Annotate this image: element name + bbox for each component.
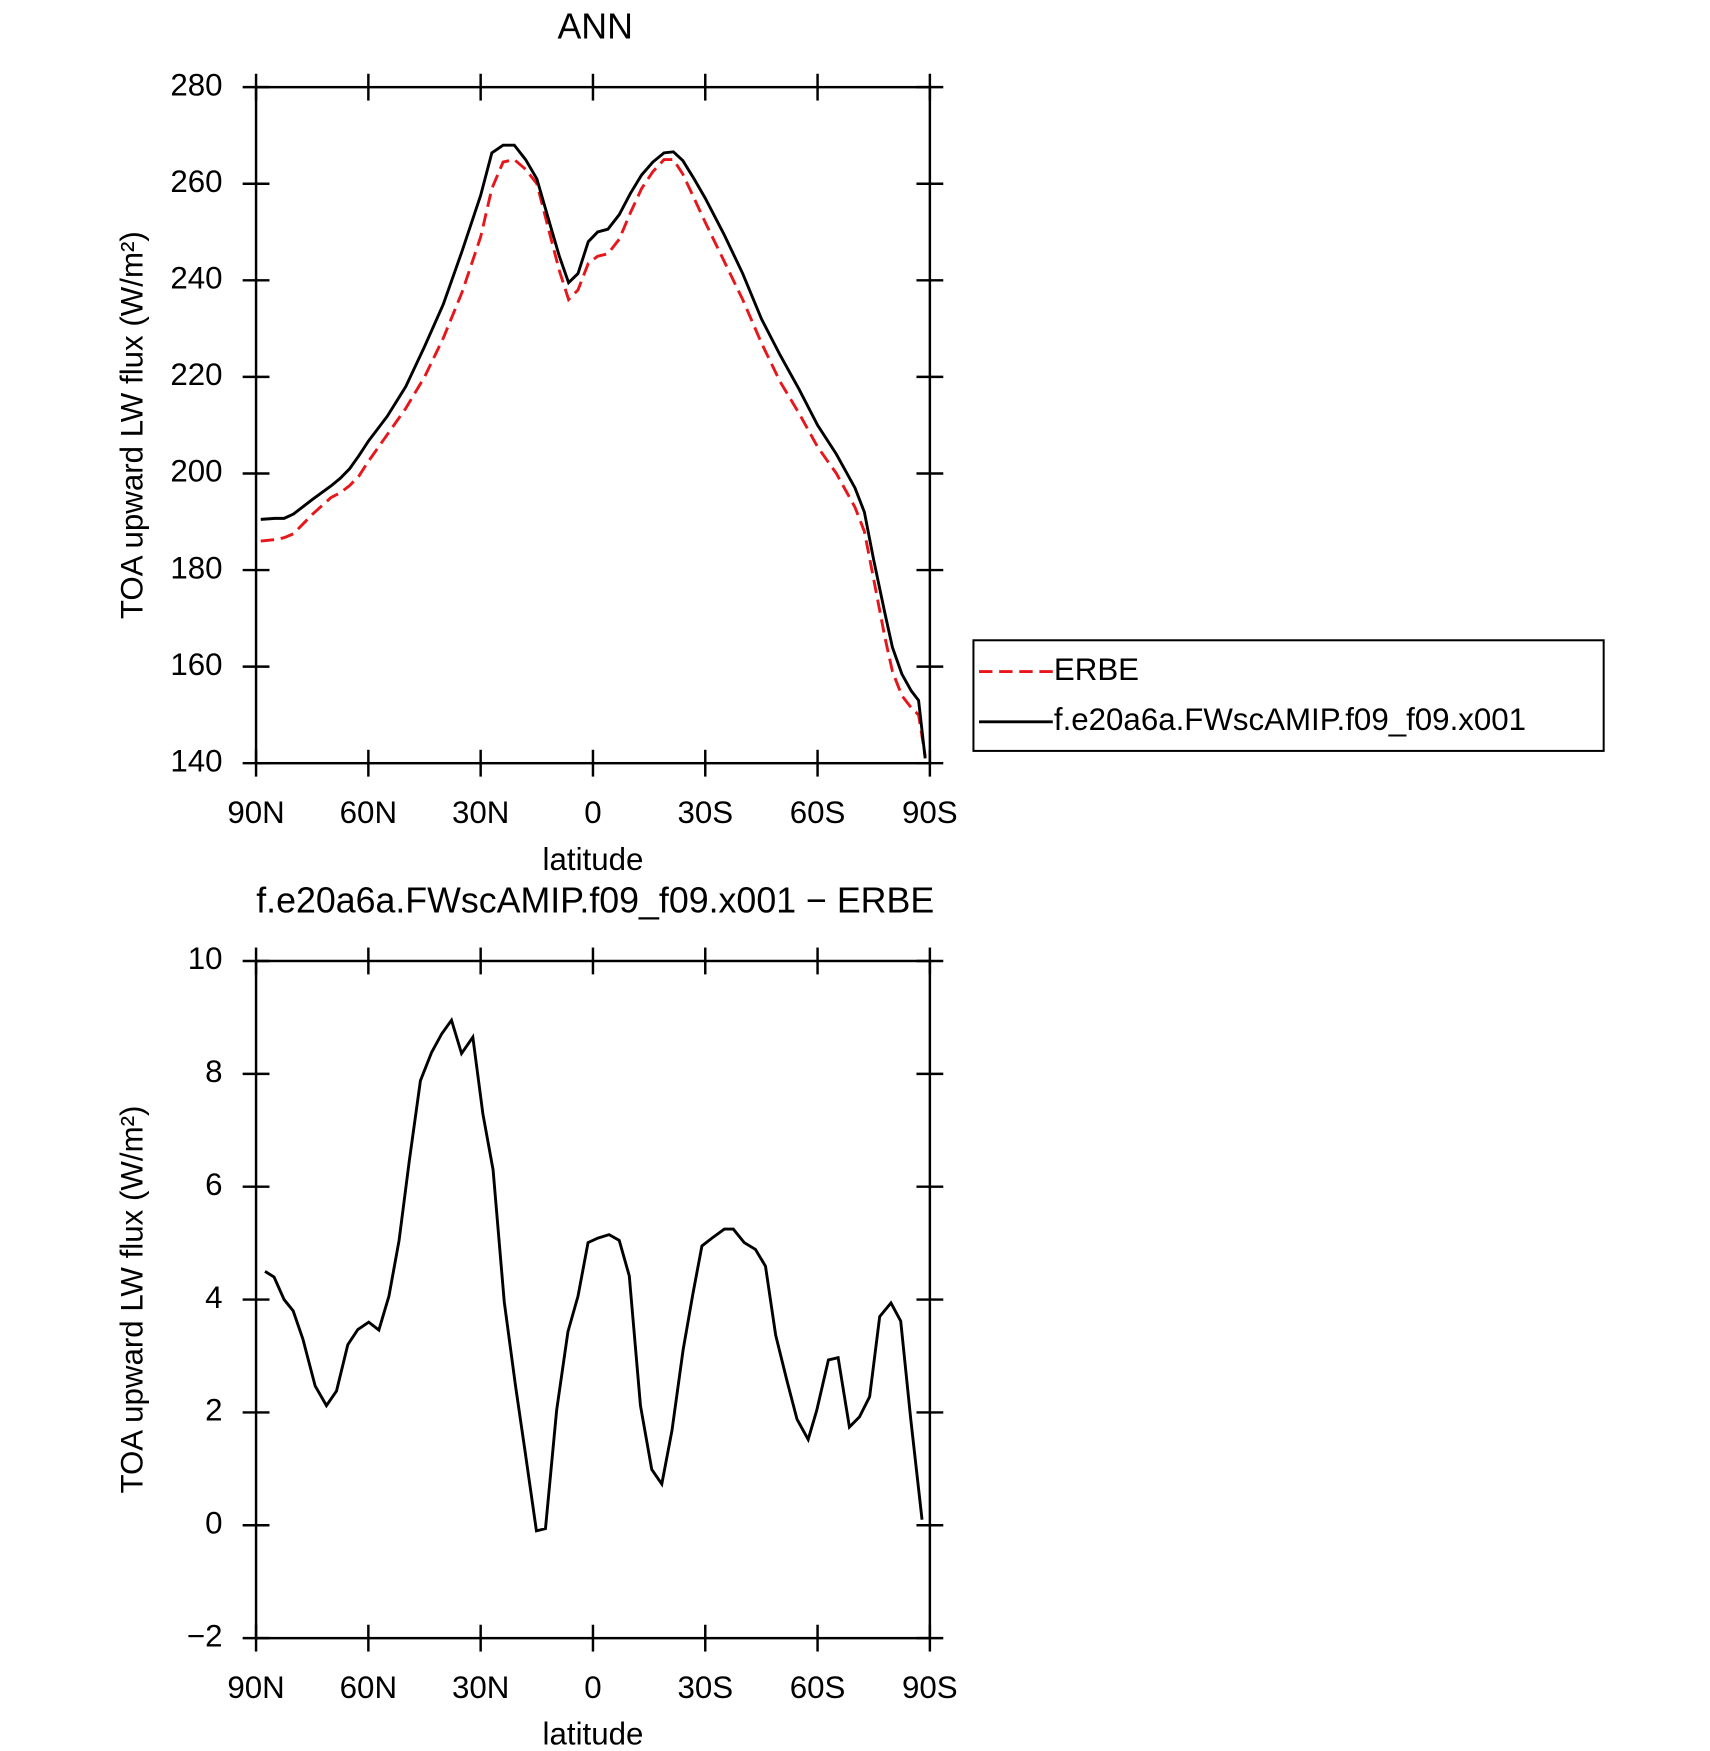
y-tick-label: 140 [170,743,222,778]
y-tick-label: 4 [205,1280,222,1315]
y-tick-label: 280 [170,67,222,102]
y-axis-label: TOA upward LW flux (W/m²) [115,1106,150,1494]
y-axis-label: TOA upward LW flux (W/m²) [115,231,150,619]
y-tick-label: 0 [205,1506,222,1541]
plot-frame [254,85,932,765]
legend-label: f.e20a6a.FWscAMIP.f09_f09.x001 [1054,702,1526,737]
x-tick-label: 90N [227,795,284,830]
x-axis-label: latitude [543,842,644,877]
y-tick-label: 220 [170,357,222,392]
x-tick-label: 60S [790,795,846,830]
y-tick-label: 180 [170,550,222,585]
chart-title: f.e20a6a.FWscAMIP.f09_f09.x001 − ERBE [256,880,934,920]
y-tick-label: 200 [170,454,222,489]
x-tick-label: 60N [340,795,397,830]
x-tick-label: 90N [227,1670,284,1705]
y-tick-label: 6 [205,1167,222,1202]
x-tick-label: 60N [340,1670,397,1705]
y-tick-label: 10 [188,941,223,976]
legend-box [972,639,1605,752]
plot-frame [254,959,932,1640]
y-tick-label: −2 [187,1618,223,1653]
x-tick-label: 90S [902,795,958,830]
y-tick-label: 260 [170,164,222,199]
x-tick-label: 0 [584,1670,601,1705]
x-tick-label: 90S [902,1670,958,1705]
data-line [260,143,927,759]
chart-title: ANN [557,6,632,46]
x-tick-label: 30N [452,795,509,830]
y-tick-label: 8 [205,1054,222,1089]
y-tick-label: 240 [170,261,222,296]
x-tick-label: 30N [452,1670,509,1705]
y-tick-label: 2 [205,1393,222,1428]
y-tick-label: 160 [170,647,222,682]
x-tick-label: 30S [677,795,733,830]
legend-label: ERBE [1054,652,1139,687]
x-tick-label: 60S [790,1670,846,1705]
x-tick-label: 0 [584,795,601,830]
data-line [264,1016,924,1533]
x-axis-label: latitude [543,1717,644,1751]
data-line [260,157,927,757]
x-tick-label: 30S [677,1670,733,1705]
